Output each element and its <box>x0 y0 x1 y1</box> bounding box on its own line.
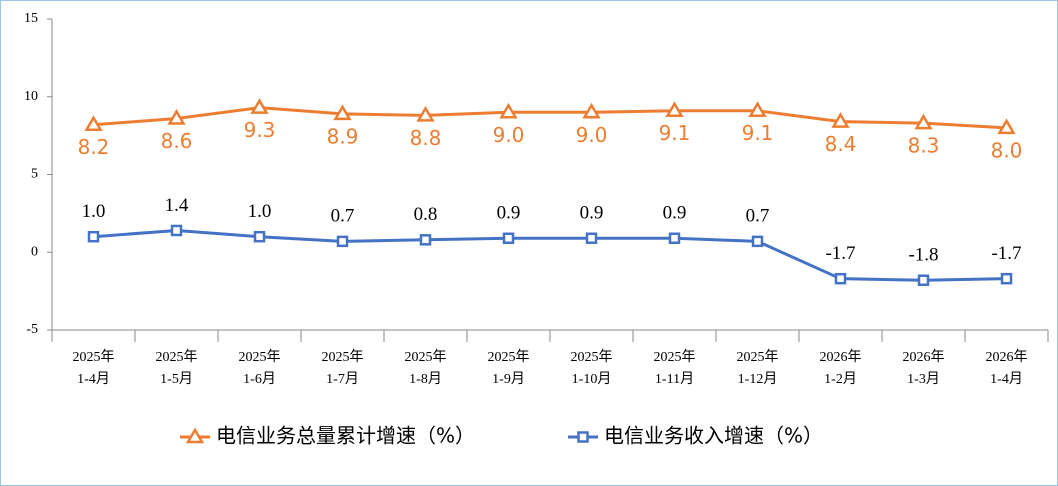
marker <box>665 101 684 117</box>
marker <box>917 274 930 286</box>
data-label: 0.7 <box>746 206 770 227</box>
legend-label: 电信业务总量累计增速（%） <box>216 424 475 448</box>
marker <box>333 104 352 121</box>
marker <box>499 102 518 119</box>
legend-label: 电信业务收入增速（%） <box>604 424 823 448</box>
data-label: 1.4 <box>165 195 189 216</box>
x-tick-label: 2025年 1-8月 <box>405 349 447 387</box>
data-label: 0.7 <box>331 206 355 227</box>
x-tick-label: 2025年 1-11月 <box>654 349 696 387</box>
data-label: 0.9 <box>663 203 687 224</box>
x-tick-label: 2025年 1-4月 <box>73 349 115 387</box>
data-label: 8.0 <box>991 138 1023 162</box>
data-label: 9.3 <box>244 118 276 142</box>
data-label: 8.4 <box>825 132 857 156</box>
marker <box>84 115 103 131</box>
marker <box>914 113 933 130</box>
marker <box>831 112 850 128</box>
series-line <box>93 106 1007 130</box>
marker <box>834 272 847 285</box>
x-tick-label: 2025年 1-7月 <box>322 349 364 387</box>
marker <box>668 232 681 245</box>
marker <box>167 109 186 125</box>
data-label: 8.9 <box>327 124 359 148</box>
x-tick-label: 2025年 1-5月 <box>156 349 198 387</box>
legend-item: 电信业务收入增速（%） <box>568 424 823 448</box>
data-label: 9.1 <box>659 121 691 145</box>
y-tick-label: -5 <box>26 322 38 337</box>
marker <box>87 230 100 243</box>
marker <box>1000 272 1013 285</box>
series-line <box>93 228 1007 282</box>
data-label: 8.3 <box>908 134 940 158</box>
marker <box>997 118 1016 135</box>
y-tick-label: 15 <box>24 11 38 26</box>
marker <box>419 234 432 246</box>
marker <box>253 230 266 243</box>
x-tick-label: 2026年 1-2月 <box>820 349 862 387</box>
x-tick-label: 2026年 1-4月 <box>986 349 1028 387</box>
x-tick-label: 2025年 1-10月 <box>571 349 613 387</box>
data-label: 1.0 <box>248 201 272 222</box>
data-label: 0.8 <box>414 204 438 225</box>
x-tick-label: 2025年 1-9月 <box>488 349 530 387</box>
data-label: 1.0 <box>82 201 106 222</box>
legend-item: 电信业务总量累计增速（%） <box>180 424 475 448</box>
marker <box>748 101 767 117</box>
marker <box>416 105 435 122</box>
marker <box>751 235 764 248</box>
marker <box>170 224 183 237</box>
data-label: 0.9 <box>580 203 604 224</box>
marker <box>577 431 589 443</box>
data-label: -1.7 <box>991 243 1021 264</box>
y-tick-label: 10 <box>24 89 38 104</box>
data-label: -1.7 <box>825 243 855 264</box>
marker <box>250 98 269 114</box>
data-label: 9.0 <box>576 123 608 147</box>
x-tick-label: 2026年 1-3月 <box>903 349 945 387</box>
marker <box>582 102 601 119</box>
data-label: 0.9 <box>497 203 521 224</box>
marker <box>585 232 598 245</box>
data-label: -1.8 <box>908 245 938 266</box>
marker <box>336 235 349 248</box>
x-tick-label: 2025年 1-12月 <box>737 349 779 387</box>
y-tick-label: 0 <box>31 244 38 259</box>
data-label: 9.0 <box>493 123 525 147</box>
data-label: 8.6 <box>161 129 193 153</box>
marker <box>502 232 515 245</box>
data-label: 9.1 <box>742 121 774 145</box>
data-label: 8.2 <box>78 135 110 159</box>
x-tick-label: 2025年 1-6月 <box>239 349 281 387</box>
marker <box>185 427 205 444</box>
data-label: 8.8 <box>410 126 442 150</box>
y-tick-label: 5 <box>31 167 38 182</box>
